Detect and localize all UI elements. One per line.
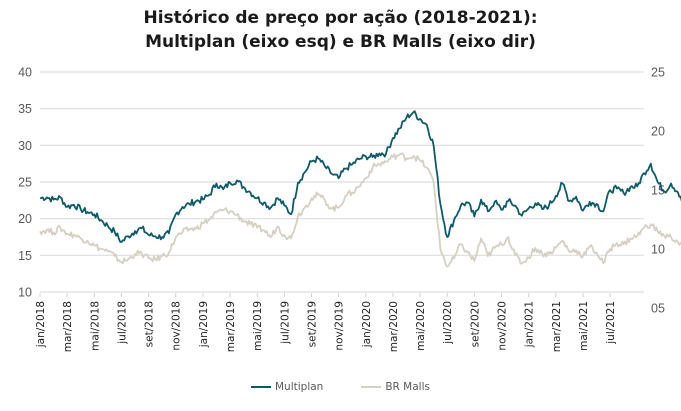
left-y-tick-label: 25 [18, 176, 32, 190]
x-tick-label: mar/2018 [62, 301, 74, 352]
x-tick-label: mai/2018 [89, 301, 101, 351]
x-tick-label: set/2018 [144, 301, 156, 347]
legend-swatch-br-malls [361, 386, 382, 388]
chart-title-line-1: Histórico de preço por ação (2018-2021): [143, 8, 538, 28]
chart-title-line-2: Multiplan (eixo esq) e BR Malls (eixo di… [145, 32, 536, 52]
x-tick-label: jan/2021 [524, 301, 536, 348]
left-y-tick-label: 35 [18, 102, 32, 116]
x-axis: jan/2018 mar/2018 mai/2018 jul/2018 set/2018… [35, 293, 617, 352]
legend: Multiplan BR Malls [0, 381, 681, 393]
x-tick-label: nov/2019 [334, 301, 346, 351]
left-y-tick-label: 20 [18, 212, 32, 226]
series-lines [39, 110, 681, 268]
x-tick-label: set/2020 [469, 301, 481, 347]
x-tick-label: jul/2021 [605, 301, 617, 345]
x-tick-label: mar/2020 [388, 301, 400, 352]
legend-label-multiplan: Multiplan [275, 381, 324, 393]
legend-label-br-malls: BR Malls [385, 381, 430, 393]
left-y-tick-label: 30 [18, 139, 32, 153]
left-y-tick-label: 15 [18, 249, 32, 263]
x-tick-label: jul/2020 [442, 301, 454, 345]
x-tick-label: jul/2018 [116, 301, 128, 345]
right-y-tick-label: 20 [651, 125, 665, 139]
x-tick-label: mar/2019 [225, 301, 237, 352]
x-tick-label: jan/2020 [361, 301, 373, 348]
x-tick-label: jan/2019 [198, 301, 210, 348]
legend-item-br-malls[interactable]: BR Malls [361, 381, 430, 393]
x-tick-label: mai/2020 [415, 301, 427, 351]
legend-swatch-multiplan [251, 386, 271, 388]
left-y-axis: 10 15 20 25 30 35 40 [18, 66, 32, 300]
right-y-tick-label: 25 [651, 66, 665, 80]
gridlines [40, 71, 644, 293]
line-chart: 10 15 20 25 30 35 40 05 10 15 20 25 jan/2018 mar/20… [18, 66, 681, 352]
legend-item-multiplan[interactable]: Multiplan [251, 381, 323, 393]
right-y-tick-label: 10 [651, 243, 665, 257]
x-tick-label: jan/2018 [35, 301, 47, 348]
right-y-tick-label: 05 [651, 302, 665, 316]
x-tick-label: nov/2020 [496, 301, 508, 351]
x-tick-label: mar/2021 [551, 301, 563, 352]
left-y-tick-label: 40 [18, 66, 32, 80]
series-line-br-malls [39, 152, 681, 268]
x-tick-label: jul/2019 [279, 301, 291, 345]
x-tick-label: set/2019 [306, 301, 318, 347]
chart-title: Histórico de preço por ação (2018-2021):… [0, 6, 681, 54]
left-y-tick-label: 10 [18, 286, 32, 300]
x-tick-label: mai/2019 [252, 301, 264, 351]
series-line-multiplan [39, 110, 681, 244]
x-tick-label: nov/2018 [171, 301, 183, 351]
x-tick-label: mai/2021 [578, 301, 590, 351]
